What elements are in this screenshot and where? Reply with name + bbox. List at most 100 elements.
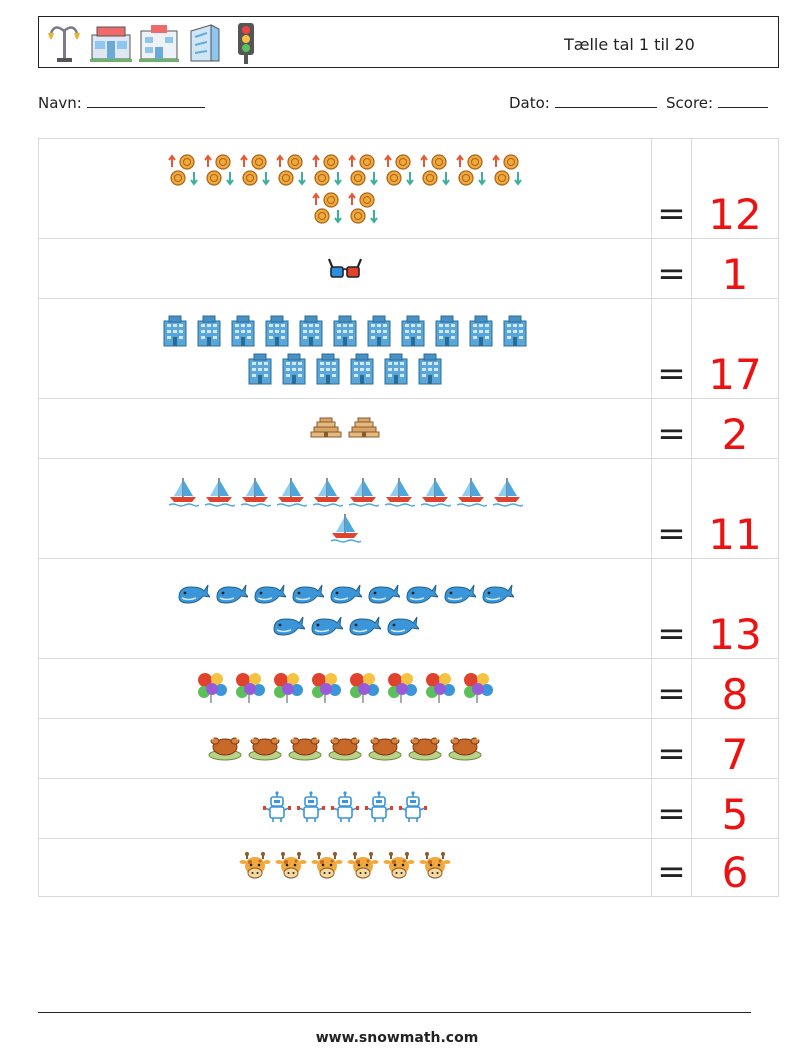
name-label: Navn: [38, 94, 82, 112]
equals-sign: = [651, 718, 693, 779]
robot-icon [364, 790, 394, 823]
roast-chicken-icon [367, 732, 403, 762]
worksheet-title: Tælle tal 1 til 20 [564, 35, 695, 54]
date-field: Dato: [509, 93, 657, 112]
skyscraper-icon [245, 351, 275, 385]
giraffe-icon [275, 850, 307, 882]
answer-cell[interactable]: 6 [691, 838, 779, 897]
roast-chicken-icon [407, 732, 443, 762]
skyscraper-icon [500, 313, 530, 347]
table-row: = 1 [37, 238, 779, 299]
table-row: = 6 [37, 838, 779, 897]
answer-cell[interactable]: 5 [691, 778, 779, 839]
giraffe-icon [347, 850, 379, 882]
robot-icon [330, 790, 360, 823]
skyscraper-icon [466, 313, 496, 347]
giraffe-icon [311, 850, 343, 882]
skyscraper-icon [364, 313, 394, 347]
answer-cell[interactable]: 2 [691, 398, 779, 459]
sailboat-icon [275, 475, 308, 507]
pyramid-icon [347, 414, 381, 440]
counting-table: = 12 = 1 = 17 = 2 = 11 = 13 = 8 = 7 = 5 = 6 [37, 138, 779, 897]
header-icons [45, 21, 263, 65]
whale-icon [290, 579, 325, 607]
equals-sign: = [651, 558, 693, 659]
answer-cell[interactable]: 12 [691, 138, 779, 239]
icon-group [262, 790, 428, 823]
robot-icon [262, 790, 292, 823]
sailboat-icon [455, 475, 488, 507]
answer-cell[interactable]: 17 [691, 298, 779, 399]
sailboat-icon [239, 475, 272, 507]
score-field: Score: [666, 93, 768, 112]
skyscraper-icon [296, 313, 326, 347]
sailboat-icon [311, 475, 344, 507]
skyscraper-icon [228, 313, 258, 347]
giraffe-icon [383, 850, 415, 882]
balloons-icon [385, 670, 419, 704]
sailboat-icon [419, 475, 452, 507]
table-row: = 7 [37, 718, 779, 779]
balloons-icon [309, 670, 343, 704]
icons-cell [37, 238, 653, 299]
whale-icon [347, 611, 382, 639]
skyscraper-icon [432, 313, 462, 347]
skyscraper-icon [279, 351, 309, 385]
skyscraper-icon [415, 351, 445, 385]
icons-cell [37, 838, 653, 897]
icons-cell [37, 778, 653, 839]
whale-icon [366, 579, 401, 607]
skyscraper-icon [313, 351, 343, 385]
icon-group [160, 579, 530, 639]
footer-url[interactable]: www.snowmath.com [315, 1030, 479, 1046]
table-row: = 5 [37, 778, 779, 839]
table-row: = 13 [37, 558, 779, 659]
table-row: = 17 [37, 298, 779, 399]
sailboat-icon [383, 475, 416, 507]
answer-cell[interactable]: 13 [691, 558, 779, 659]
sailboat-icon [329, 511, 362, 543]
balloons-icon [461, 670, 495, 704]
date-label: Dato: [509, 94, 550, 112]
answer-cell[interactable]: 7 [691, 718, 779, 779]
balloons-icon [195, 670, 229, 704]
date-blank[interactable] [554, 93, 657, 108]
equals-sign: = [651, 778, 693, 839]
coin-exchange-icon [275, 153, 307, 187]
icon-group [327, 253, 363, 281]
worksheet-header: Tælle tal 1 til 20 [38, 16, 779, 68]
icons-cell [37, 398, 653, 459]
balloons-icon [233, 670, 267, 704]
score-blank[interactable] [717, 93, 768, 108]
coin-exchange-icon [311, 191, 343, 225]
roast-chicken-icon [287, 732, 323, 762]
coin-exchange-icon [167, 153, 199, 187]
equals-sign: = [651, 398, 693, 459]
whale-icon [309, 611, 344, 639]
coin-exchange-icon [419, 153, 451, 187]
balloons-icon [423, 670, 457, 704]
hospital-icon [139, 25, 179, 62]
skyscraper-icon [398, 313, 428, 347]
answer-cell[interactable]: 1 [691, 238, 779, 299]
name-blank[interactable] [86, 93, 205, 108]
icon-group [160, 313, 530, 385]
equals-sign: = [651, 238, 693, 299]
answer-cell[interactable]: 11 [691, 458, 779, 559]
traffic-light-icon [238, 23, 254, 64]
office-building-icon [190, 24, 220, 62]
roast-chicken-icon [327, 732, 363, 762]
whale-icon [442, 579, 477, 607]
roast-chicken-icon [247, 732, 283, 762]
skyscraper-icon [160, 313, 190, 347]
equals-sign: = [651, 838, 693, 897]
sailboat-icon [203, 475, 236, 507]
robot-icon [398, 790, 428, 823]
whale-icon [271, 611, 306, 639]
whale-icon [252, 579, 287, 607]
coin-exchange-icon [347, 191, 379, 225]
balloons-icon [271, 670, 305, 704]
answer-cell[interactable]: 8 [691, 658, 779, 719]
equals-sign: = [651, 138, 693, 239]
table-row: = 12 [37, 138, 779, 239]
